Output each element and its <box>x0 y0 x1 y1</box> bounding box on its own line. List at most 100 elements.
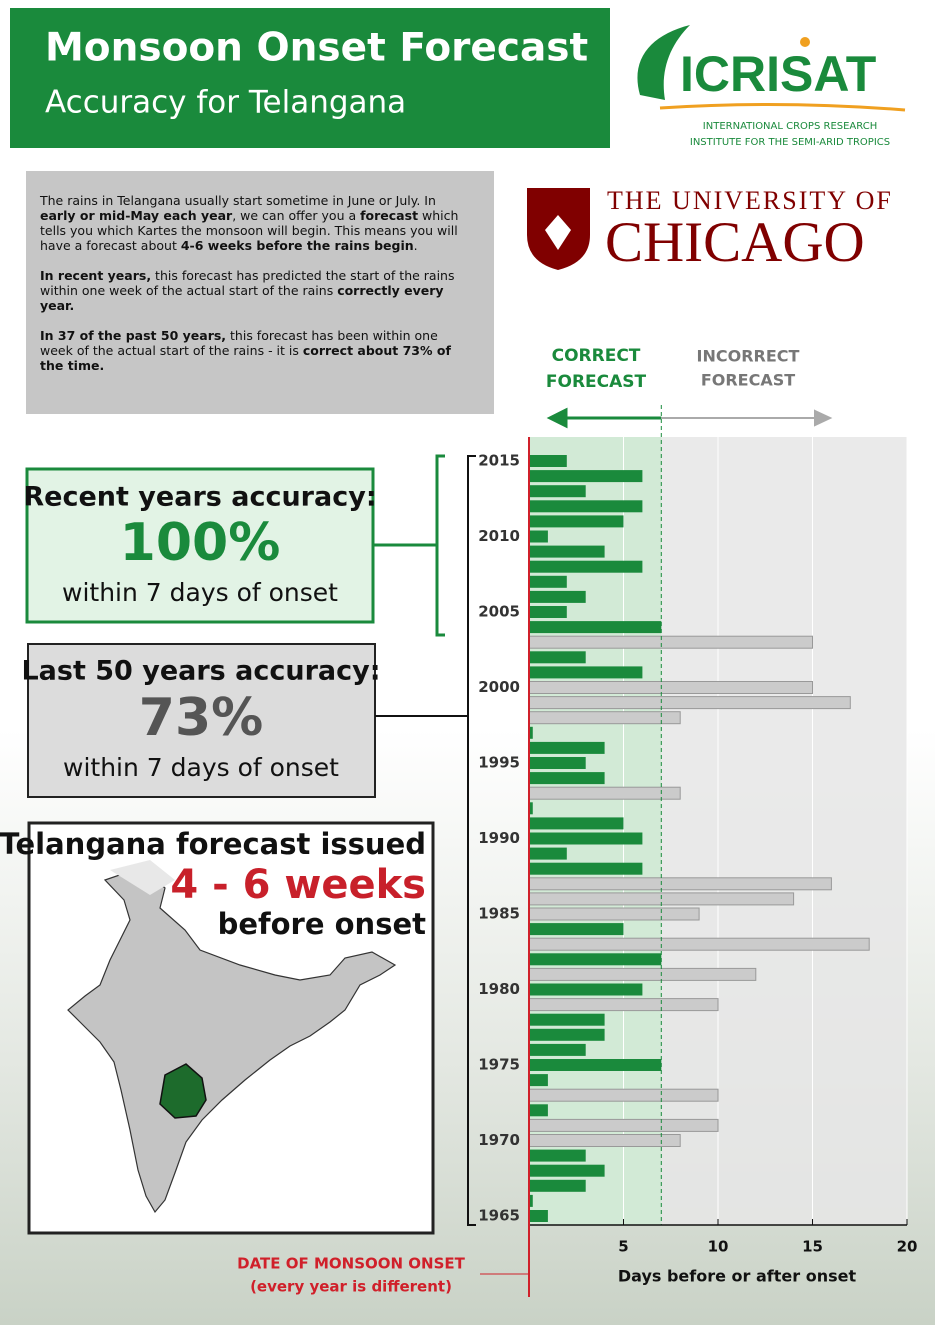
y-tick-label: 2010 <box>478 527 520 545</box>
map-sub: before onset <box>218 907 427 941</box>
bar <box>529 848 567 860</box>
bar <box>529 1180 586 1192</box>
title: Monsoon Onset Forecast <box>45 26 588 71</box>
bar <box>529 1029 605 1041</box>
icrisat-swoosh <box>660 104 905 110</box>
icrisat-line: INSTITUTE FOR THE SEMI-ARID TROPICS <box>690 137 890 148</box>
bar <box>529 1135 680 1147</box>
bar <box>529 1014 605 1026</box>
bar <box>529 968 756 980</box>
bar <box>529 1119 718 1131</box>
paragraph: In 37 of the past 50 years, this forecas… <box>40 328 470 373</box>
recent-bracket <box>373 456 445 635</box>
bar <box>529 833 642 845</box>
paragraph: The rains in Telangana usually start som… <box>40 193 470 253</box>
bar <box>529 1104 548 1116</box>
map-value: 4 - 6 weeks <box>170 862 426 908</box>
box-value: 100% <box>120 513 281 573</box>
x-tick-label: 10 <box>708 1238 729 1256</box>
text-run: , we can offer you a <box>232 208 360 223</box>
box-title: Recent years accuracy: <box>23 482 376 513</box>
text-run: 4-6 weeks before the rains begin <box>181 238 414 253</box>
bar <box>529 772 605 784</box>
bar <box>529 1150 586 1162</box>
bar <box>529 1059 661 1071</box>
bar <box>529 470 642 482</box>
legend-incorrect: FORECAST <box>701 371 795 390</box>
bar <box>529 923 624 935</box>
legend-correct: CORRECT <box>552 346 641 366</box>
bar <box>529 500 642 512</box>
bar <box>529 531 548 543</box>
bar <box>529 999 718 1011</box>
bar <box>529 1210 548 1222</box>
bar <box>529 682 813 694</box>
bar <box>529 1044 586 1056</box>
bar <box>529 908 699 920</box>
y-tick-label: 1985 <box>478 905 520 923</box>
y-tick-label: 2015 <box>478 452 520 470</box>
page: Monsoon Onset Forecast Accuracy for Tela… <box>0 0 935 1325</box>
y-tick-label: 1995 <box>478 754 520 772</box>
bar <box>529 984 642 996</box>
bar <box>529 1165 605 1177</box>
y-tick-label: 1965 <box>478 1207 520 1225</box>
paragraph: In recent years, this forecast has predi… <box>40 268 470 313</box>
y-tick-label: 1990 <box>478 829 520 847</box>
bar <box>529 938 869 950</box>
y-tick-label: 2000 <box>478 678 520 696</box>
bar <box>529 697 850 709</box>
icrisat-name: ICRISAT <box>680 46 876 102</box>
text-run: early or mid-May each year <box>40 208 232 223</box>
x-tick-label: 15 <box>802 1238 823 1256</box>
legend-incorrect: INCORRECT <box>697 347 800 366</box>
bar <box>529 621 661 633</box>
bar <box>529 757 586 769</box>
bar <box>529 591 586 603</box>
bar <box>529 651 586 663</box>
box-sub: within 7 days of onset <box>63 753 339 782</box>
box-value: 73% <box>139 688 263 748</box>
onset-label: DATE OF MONSOON ONSET <box>237 1255 465 1273</box>
bar <box>529 712 680 724</box>
text-run: The rains in Telangana usually start som… <box>40 193 436 208</box>
box-title: Last 50 years accuracy: <box>21 656 380 687</box>
x-tick-label: 5 <box>618 1238 628 1256</box>
bar <box>529 863 642 875</box>
intro-text: The rains in Telangana usually start som… <box>26 171 494 414</box>
x-axis-label: Days before or after onset <box>618 1267 857 1286</box>
y-tick-label: 1980 <box>478 980 520 998</box>
subtitle: Accuracy for Telangana <box>45 85 406 121</box>
icrisat-dot <box>800 37 810 47</box>
icrisat-line: INTERNATIONAL CROPS RESEARCH <box>703 121 877 132</box>
text-run: In recent years, <box>40 268 151 283</box>
x-tick-label: 20 <box>897 1238 918 1256</box>
y-tick-label: 1975 <box>478 1056 520 1074</box>
bar <box>529 817 624 829</box>
bar <box>529 636 813 648</box>
y-tick-label: 1970 <box>478 1131 520 1149</box>
bar <box>529 787 680 799</box>
legend-arrow-correct <box>550 410 661 426</box>
y-tick-label: 2005 <box>478 603 520 621</box>
bar <box>529 576 567 588</box>
bar <box>529 546 605 558</box>
bar <box>529 485 586 497</box>
text-run: . <box>414 238 418 253</box>
bar <box>529 561 642 573</box>
bar <box>529 878 831 890</box>
text-run: forecast <box>360 208 418 223</box>
bar <box>529 1074 548 1086</box>
legend-correct: FORECAST <box>546 372 647 392</box>
map-title: Telangana forecast issued <box>0 827 426 861</box>
bar <box>529 606 567 618</box>
onset-label: (every year is different) <box>250 1278 452 1296</box>
legend-arrow-incorrect <box>661 411 830 425</box>
bar <box>529 515 624 527</box>
bar <box>529 953 661 965</box>
box-sub: within 7 days of onset <box>62 578 338 607</box>
bar <box>529 1089 718 1101</box>
chicago-name: CHICAGO <box>605 211 865 274</box>
text-run: In 37 of the past 50 years, <box>40 328 226 343</box>
bar <box>529 455 567 467</box>
